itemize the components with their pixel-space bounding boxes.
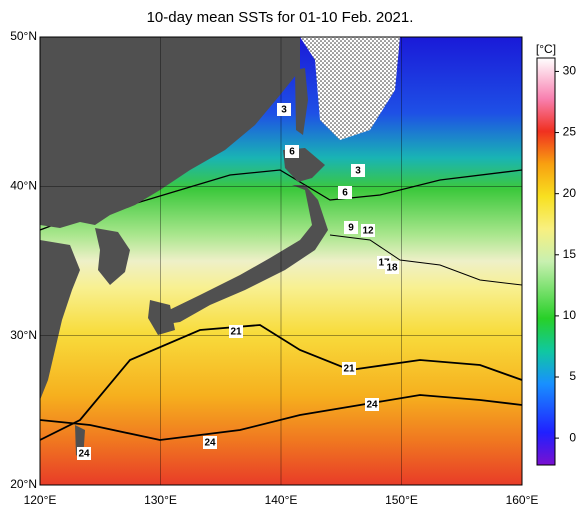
contour-label: 9 [348,223,354,234]
sea-ice [300,37,400,140]
colorbar-tick-label: 0 [569,430,576,444]
y-tick-label: 50°N [10,29,37,43]
contour-label-box [229,325,243,338]
colorbar [536,57,556,466]
land [295,68,308,135]
colorbar-tick-label: 10 [563,308,577,322]
contour-label: 6 [342,188,348,199]
contour-label: 3 [281,105,287,116]
contour-label: 21 [230,327,242,338]
x-tick-label: 140°E [265,493,298,507]
colorbar-tick-label: 30 [563,64,577,78]
contour-label-box [338,186,352,199]
contour-label-box [277,103,291,116]
title: 10-day mean SSTs for 01-10 Feb. 2021. [147,9,414,26]
x-tick-label: 130°E [144,493,177,507]
contour-label-box [365,398,379,411]
y-tick-label: 40°N [10,179,37,193]
colorbar-tick-label: 20 [563,186,577,200]
contour-label-box [342,362,356,375]
contour-label-box [77,447,91,460]
land [160,185,328,325]
contour-label: 21 [343,364,355,375]
colorbar-unit: [°C] [536,42,556,56]
contour-label: 24 [78,449,90,460]
colorbar-tick-label: 25 [563,125,577,139]
y-tick-label: 20°N [10,477,37,491]
land [148,300,175,335]
contour-label: 24 [366,400,378,411]
land [40,37,300,228]
contour-label: 3 [355,166,361,177]
contour-label-box [385,261,399,274]
land [95,228,130,285]
contour-label-box [285,145,299,158]
colorbar-tick-label: 5 [569,369,576,383]
contour-label-box [344,221,358,234]
contour-line [40,324,522,441]
contour-label: 24 [204,438,216,449]
contour-label: 12 [362,226,374,237]
contour-label-box [361,224,375,237]
contour-label: 6 [289,147,295,158]
contour-label-box [351,164,365,177]
contour-label-box [203,436,217,449]
x-tick-label: 150°E [385,493,418,507]
colorbar-tick-label: 15 [563,247,577,261]
y-tick-label: 30°N [10,328,37,342]
contour-label: 18 [386,263,398,274]
land [40,240,80,400]
contour-line [40,394,522,441]
contour-label: 17 [378,258,390,269]
x-tick-label: 120°E [24,493,57,507]
x-tick-label: 160°E [506,493,539,507]
contour-line [329,234,522,286]
